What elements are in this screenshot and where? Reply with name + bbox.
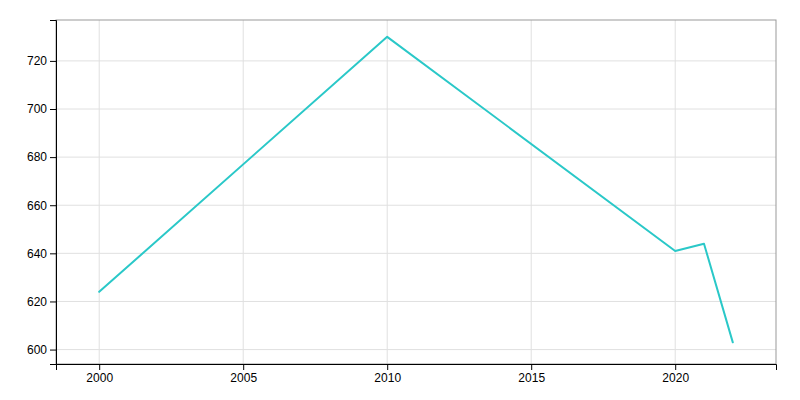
y-tick: 720 — [27, 54, 56, 68]
chart-container: 2000 2005 2010 2015 2020 600 620 640 660 680 700 72… — [0, 0, 800, 400]
y-tick-mark — [50, 157, 56, 158]
y-grid-line — [56, 349, 776, 350]
y-grid-line — [56, 301, 776, 302]
x-tick-label: 2015 — [518, 371, 545, 385]
x-tick: 2005 — [230, 364, 257, 385]
x-tick: 2015 — [518, 364, 545, 385]
y-tick-mark — [50, 253, 56, 254]
y-tick: 680 — [27, 150, 56, 164]
x-tick: 2000 — [86, 364, 113, 385]
x-tick-mark — [387, 364, 388, 370]
x-tick-label: 2010 — [374, 371, 401, 385]
y-tick-label: 640 — [27, 247, 47, 261]
y-axis: 600 620 640 660 680 700 720 — [27, 21, 57, 365]
y-tick-label: 700 — [27, 102, 47, 116]
x-tick: 2010 — [374, 364, 401, 385]
y-grid-line — [56, 60, 776, 61]
x-tick-label: 2000 — [86, 371, 113, 385]
y-tick: 700 — [27, 102, 56, 116]
x-grid-line — [99, 20, 100, 364]
y-tick-mark — [50, 301, 56, 302]
series-group — [99, 37, 733, 343]
y-grid-line — [56, 253, 776, 254]
x-tick: 2020 — [662, 364, 689, 385]
x-tick-mark — [675, 364, 676, 370]
y-grid-line — [56, 205, 776, 206]
y-tick-mark — [50, 350, 56, 351]
y-tick: 660 — [27, 199, 56, 213]
y-tick-label: 680 — [27, 150, 47, 164]
y-tick-mark — [50, 109, 56, 110]
y-grid-line — [56, 109, 776, 110]
x-tick-mark — [243, 364, 244, 370]
y-tick: 640 — [27, 247, 56, 261]
plot-frame — [56, 20, 776, 364]
x-axis-line — [57, 365, 777, 371]
x-tick-label: 2005 — [230, 371, 257, 385]
y-axis-line — [50, 21, 57, 365]
y-tick-mark — [50, 61, 56, 62]
x-axis: 2000 2005 2010 2015 2020 — [57, 364, 777, 385]
x-grid-line — [675, 20, 676, 364]
x-grid-line — [243, 20, 244, 364]
y-tick: 620 — [27, 295, 56, 309]
grid — [56, 20, 776, 364]
y-tick: 600 — [27, 343, 56, 357]
line — [99, 37, 733, 343]
y-grid-line — [56, 157, 776, 158]
x-grid-line — [531, 20, 532, 364]
y-tick-label: 600 — [27, 343, 47, 357]
y-tick-label: 720 — [27, 54, 47, 68]
y-tick-label: 660 — [27, 199, 47, 213]
y-tick-label: 620 — [27, 295, 47, 309]
x-grid-line — [387, 20, 388, 364]
x-tick-mark — [531, 364, 532, 370]
x-tick-mark — [99, 364, 100, 370]
chart-svg: 2000 2005 2010 2015 2020 600 620 640 660 680 700 72… — [0, 0, 800, 400]
y-tick-mark — [50, 205, 56, 206]
x-tick-label: 2020 — [662, 371, 689, 385]
plot-area: 2000 2005 2010 2015 2020 600 620 640 660 680 700 72… — [27, 20, 777, 385]
